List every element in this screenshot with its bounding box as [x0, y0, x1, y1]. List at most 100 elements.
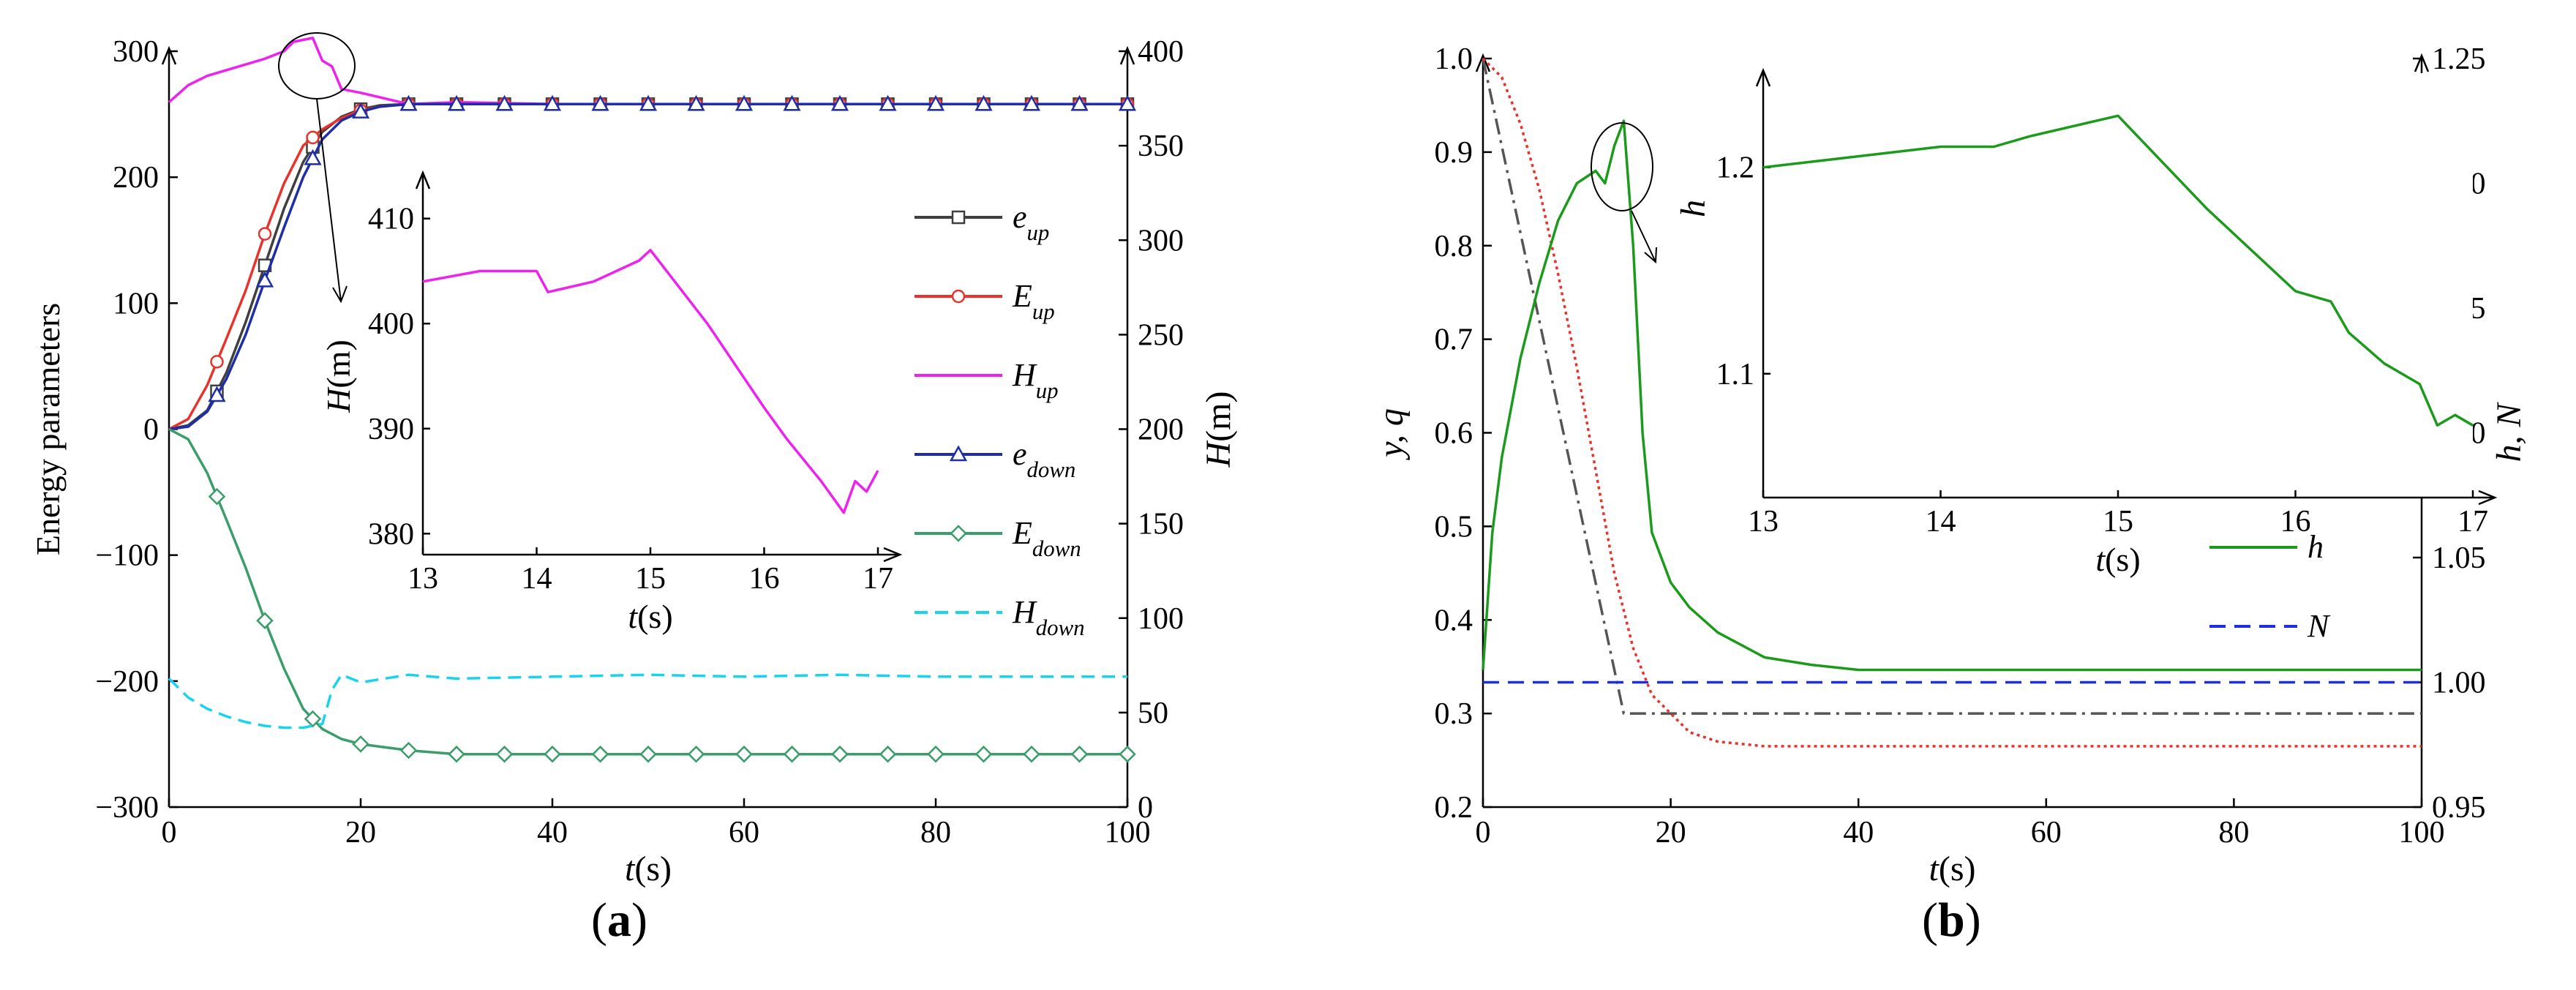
x-tick-label: 100: [1105, 816, 1151, 850]
y2-tick-label: 250: [1138, 318, 1184, 352]
marker-e_down: [304, 149, 322, 165]
y2-tick-label: 300: [1138, 224, 1184, 258]
y2-tick-label: 200: [1138, 413, 1184, 447]
zoom-callout-ellipse: [1591, 122, 1653, 211]
legend: eup Eup Hup edown Edown Hdown: [915, 199, 1085, 640]
legend-marker-E_down: [950, 525, 967, 542]
x-tick-label: 80: [2218, 816, 2249, 850]
series-H_up: [168, 37, 1127, 106]
legend-label-N: N: [2307, 608, 2331, 644]
y2-tick-label: 1.05: [2432, 541, 2486, 575]
marker-e_down: [926, 94, 945, 111]
y2-tick-label: 400: [1138, 35, 1184, 69]
marker-E_down: [687, 745, 705, 763]
marker-e_down: [543, 94, 562, 111]
y-tick-label: 0.6: [1435, 417, 1473, 451]
x-tick-label: 20: [1656, 816, 1686, 850]
y2-tick-label: 50: [1138, 697, 1168, 730]
y-tick-label: 0.9: [1435, 136, 1473, 170]
left-axis-arrow: [161, 45, 177, 65]
marker-E_down: [256, 612, 274, 629]
y-tick-label: 200: [113, 161, 159, 195]
inset-background: [1763, 73, 2473, 498]
panel-b-inset: 13 14 15 16 17 1.1 1.2 t(s) h: [1674, 67, 2498, 578]
legend-label-h: h: [2307, 529, 2324, 565]
inset-y-tick-label: 400: [368, 307, 414, 341]
inset-y-tick-label: 1.2: [1716, 151, 1755, 185]
marker-E_down: [591, 745, 609, 763]
inset-x-tick-label: 14: [1926, 505, 1956, 539]
x-tick-label: 60: [729, 816, 759, 850]
marker-E_down: [1119, 745, 1136, 763]
x-axis-title: t(s): [1929, 850, 1976, 888]
zoom-callout-arrow: [1631, 210, 1656, 263]
inset-y-axis-title: h: [1674, 200, 1713, 217]
x-tick-label: 0: [1476, 816, 1491, 850]
marker-e_down: [783, 94, 801, 111]
marker-E_down: [399, 741, 418, 760]
y-tick-label: 0: [143, 413, 159, 447]
marker-e_down: [495, 94, 514, 111]
legend-marker-E_up: [951, 289, 966, 304]
x-tick-label: 40: [537, 816, 568, 850]
y-tick-label: 0.4: [1435, 604, 1473, 637]
panel-b-label: (b): [1922, 893, 1981, 947]
x-tick-label: 80: [920, 816, 951, 850]
y2-tick-label: 150: [1138, 508, 1184, 541]
marker-E_down: [1023, 745, 1040, 763]
y-axis-title: y, q: [1372, 408, 1411, 461]
legend-label-e_up: eup: [1013, 199, 1049, 245]
y-axis-title: Energy parameters: [29, 303, 67, 555]
marker-e_down: [208, 386, 226, 402]
marker-E_down: [975, 745, 993, 763]
series-y: [1482, 58, 2422, 715]
marker-E_up: [258, 227, 272, 241]
zoom-callout-ellipse: [278, 32, 356, 100]
y2-tick-label: 0: [1138, 791, 1153, 825]
y2-tick-label: 350: [1138, 130, 1184, 163]
inset-y-tick-label: 390: [368, 413, 414, 446]
y-tick-label: 0.2: [1435, 791, 1473, 825]
y2-tick-label: 0.95: [2432, 791, 2486, 825]
marker-e_down: [879, 94, 897, 111]
marker-E_down: [1070, 745, 1089, 763]
marker-E_up: [306, 130, 320, 145]
marker-e_down: [399, 94, 418, 111]
marker-E_down: [495, 745, 514, 763]
marker-e_down: [351, 102, 370, 119]
panel-a-inset: 13 14 15 16 17 380 390 400 410 t(s) H(m): [320, 170, 903, 635]
inset-x-tick-label: 14: [522, 562, 552, 596]
inset-x-tick-label: 13: [408, 562, 438, 596]
marker-e_down: [735, 94, 754, 111]
inset-x-tick-label: 17: [863, 562, 893, 596]
marker-E_down: [208, 487, 226, 506]
inset-x-tick-label: 13: [1748, 505, 1779, 539]
inset-y-arrow: [1755, 67, 1771, 87]
legend-label-H_down: Hdown: [1012, 594, 1085, 640]
y-tick-label: 100: [113, 287, 159, 320]
y-tick-label: 0.5: [1435, 510, 1473, 544]
inset-x-tick-label: 16: [749, 562, 780, 596]
inset-y-arrow: [415, 170, 431, 190]
panel-b-chart: 0 20 40 60 80 1000.20.30.40.50.60.70.80.91.00…: [1372, 42, 2528, 888]
y2-axis-title: h, N: [2490, 402, 2528, 462]
marker-E_down: [783, 745, 801, 763]
inset-x-tick-label: 15: [2103, 505, 2133, 539]
y-tick-label: −300: [95, 791, 159, 825]
marker-e_down: [639, 94, 658, 111]
x-tick-label: 40: [1843, 816, 1874, 850]
y-tick-label: 0.8: [1435, 230, 1473, 263]
inset-x-axis-title: t(s): [628, 598, 672, 635]
series-h: [1482, 119, 2422, 672]
marker-e_down: [830, 94, 849, 111]
marker-E_down: [352, 735, 369, 753]
zoom-callout-arrowhead: [332, 285, 348, 304]
inset-y-tick-label: 1.1: [1716, 358, 1755, 391]
panel-a-label: (a): [591, 893, 647, 947]
marker-e_down: [255, 271, 274, 288]
y2-axis-title: H(m): [1199, 391, 1238, 468]
y2-tick-label: 1.25: [2432, 42, 2486, 76]
y2-tick-label: 100: [1138, 602, 1184, 636]
inset-series-h: [1762, 114, 2474, 427]
legend-marker-e_down: [949, 445, 968, 462]
